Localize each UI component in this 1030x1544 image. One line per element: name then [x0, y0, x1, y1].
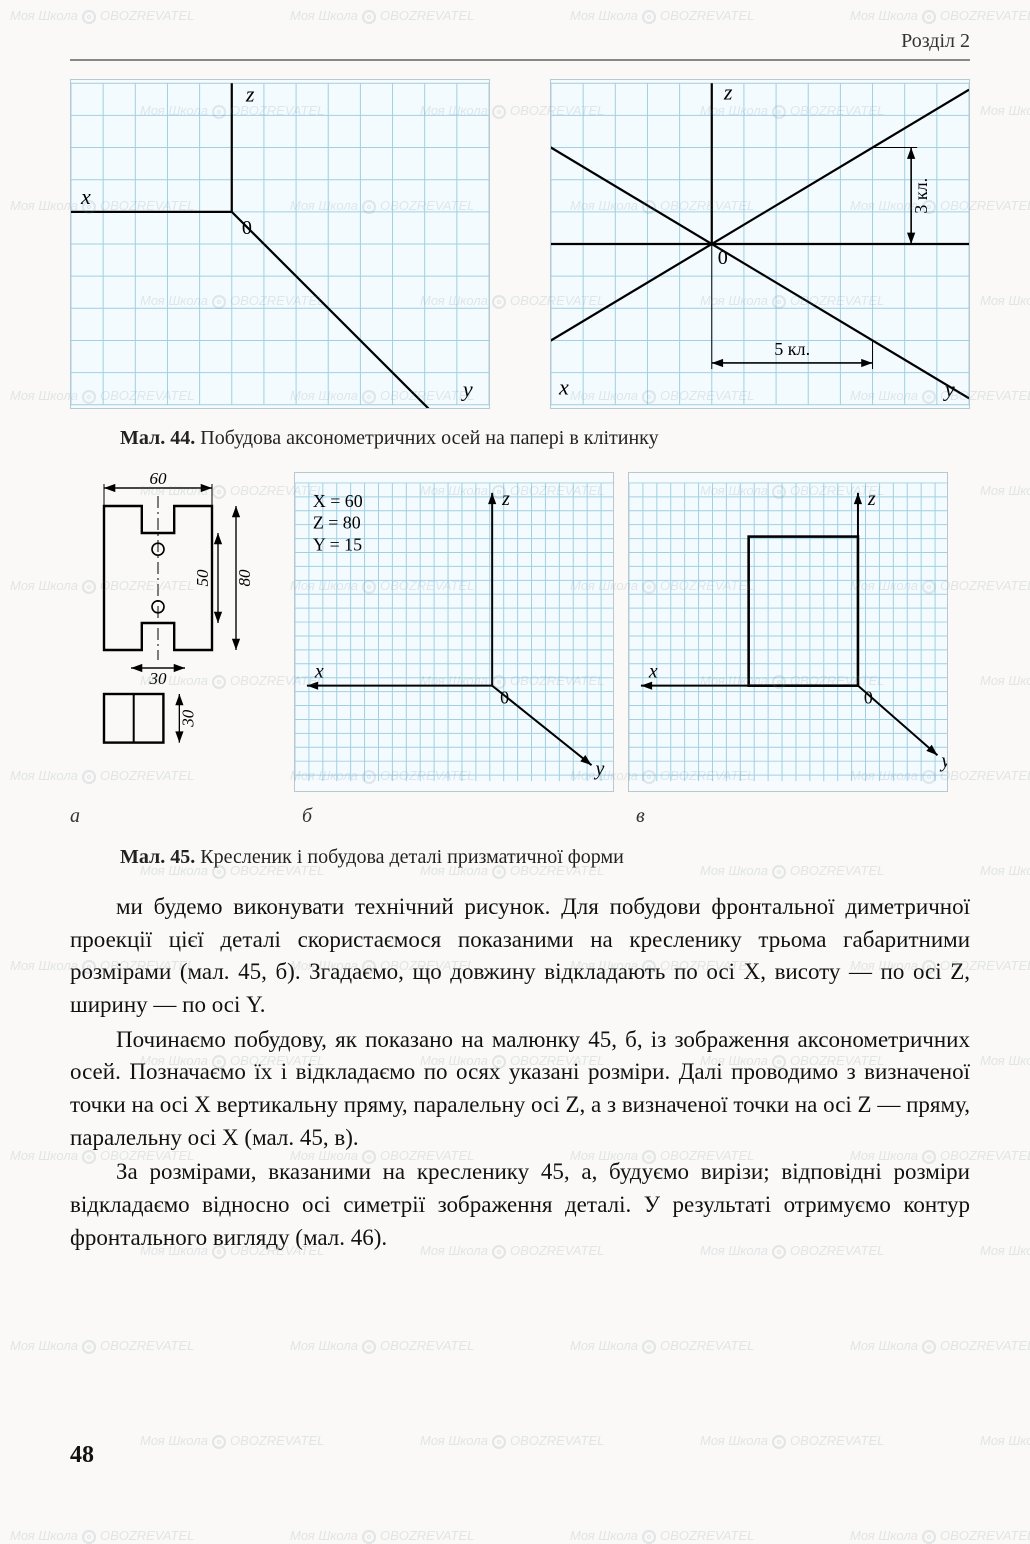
page-content: Розділ 2 z x y 0 5 кл. 3 кл. z x y 0 Мал. 44. По…: [0, 0, 1030, 1296]
caption-bold: Мал. 44.: [120, 427, 195, 449]
svg-text:y: y: [943, 377, 955, 402]
figure-44-row: z x y 0 5 кл. 3 кл. z x y 0: [70, 79, 970, 409]
paragraph-3: За розмірами, вказаними на кресленику 45…: [70, 1156, 970, 1254]
figure-45-caption: Мал. 45. Кресленик і побудова деталі при…: [120, 846, 970, 869]
section-label: Розділ 2: [901, 30, 970, 52]
svg-text:Z = 80: Z = 80: [313, 513, 361, 533]
svg-text:y: y: [594, 758, 605, 780]
svg-text:0: 0: [242, 217, 252, 239]
fig44-left: z x y 0: [70, 79, 490, 409]
figure-45-row: 60 80 50 30 30 а z x y 0 X = 60Z = 80Y = 15 б z x…: [70, 472, 970, 828]
fig45-drawing-a: 60 80 50 30 30: [70, 472, 280, 792]
fig45-drawing-b: z x y 0 X = 60Z = 80Y = 15: [294, 472, 614, 792]
svg-text:x: x: [558, 375, 569, 400]
svg-text:0: 0: [718, 247, 728, 269]
page-number: 48: [70, 1442, 94, 1469]
svg-text:z: z: [245, 81, 255, 106]
svg-text:x: x: [314, 661, 324, 683]
paragraph-1: ми будемо виконувати технічний рисунок. …: [70, 891, 970, 1022]
section-header: Розділ 2: [70, 30, 970, 61]
svg-text:z: z: [723, 79, 733, 104]
fig45-drawing-c: z x y 0: [628, 472, 948, 792]
svg-text:Y = 15: Y = 15: [313, 535, 362, 555]
body-text: ми будемо виконувати технічний рисунок. …: [70, 891, 970, 1254]
svg-text:0: 0: [864, 688, 873, 708]
figure-44-caption: Мал. 44. Побудова аксонометричних осей н…: [120, 427, 970, 450]
svg-text:80: 80: [235, 569, 254, 587]
svg-text:30: 30: [149, 669, 168, 688]
caption-text-45: Кресленик і побудова деталі призматичної…: [195, 846, 624, 868]
caption-bold-45: Мал. 45.: [120, 846, 195, 868]
svg-text:0: 0: [500, 688, 509, 708]
svg-text:z: z: [501, 488, 510, 510]
svg-text:z: z: [867, 488, 876, 510]
fig45-panel-c: z x y 0 в: [628, 472, 948, 828]
fig44-right: 5 кл. 3 кл. z x y 0: [550, 79, 970, 409]
svg-text:x: x: [80, 184, 91, 209]
fig45-panel-a: 60 80 50 30 30 а: [70, 472, 280, 828]
svg-text:y: y: [461, 377, 473, 402]
svg-text:3 кл.: 3 кл.: [911, 178, 931, 214]
paragraph-2: Починаємо побудову, як показано на малюн…: [70, 1024, 970, 1155]
svg-text:50: 50: [193, 569, 212, 587]
svg-text:30: 30: [178, 709, 197, 728]
caption-text: Побудова аксонометричних осей на папері …: [195, 427, 658, 449]
sublabel-a: а: [70, 805, 280, 828]
svg-text:y: y: [939, 750, 948, 772]
sublabel-c: в: [636, 805, 948, 828]
fig45-panel-b: z x y 0 X = 60Z = 80Y = 15 б: [294, 472, 614, 828]
sublabel-b: б: [302, 805, 614, 828]
svg-text:60: 60: [150, 472, 168, 488]
svg-text:5 кл.: 5 кл.: [774, 339, 810, 359]
svg-text:X = 60: X = 60: [313, 491, 363, 511]
svg-text:x: x: [648, 661, 658, 683]
